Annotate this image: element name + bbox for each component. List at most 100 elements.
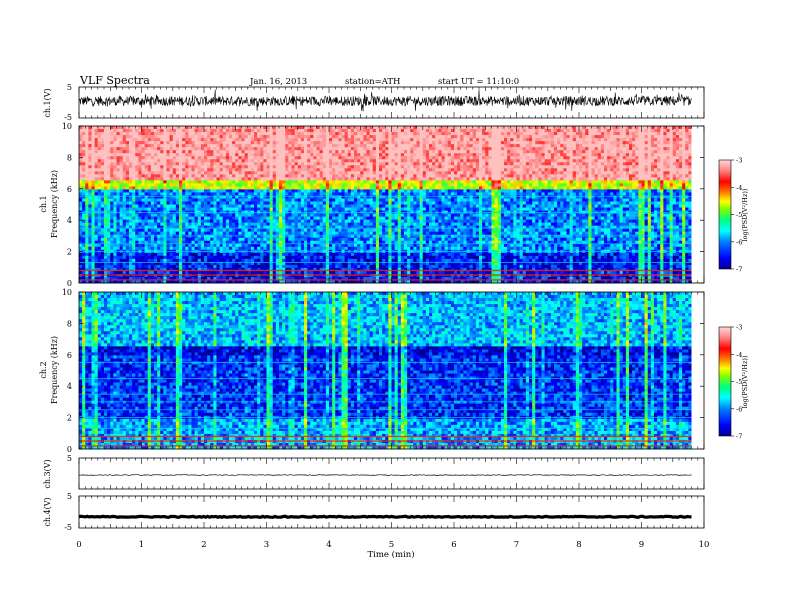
spectrogram-cell [332, 201, 336, 205]
spectrogram-cell [338, 240, 342, 245]
spectrogram-cell [147, 270, 152, 275]
spectrogram-cell [288, 264, 292, 269]
spectrogram-cell [213, 213, 217, 217]
spectrogram-cell [297, 135, 302, 139]
spectrogram-cell [85, 264, 89, 269]
spectrogram-cell [166, 189, 171, 193]
spectrogram-cell [100, 159, 105, 163]
spectrogram-cell [88, 132, 92, 136]
spectrogram-cell [335, 234, 339, 239]
spectrogram-cell [275, 258, 280, 263]
spectrogram-cell [272, 228, 277, 233]
spectrogram-cell [135, 153, 139, 157]
spectrogram-cell [316, 186, 321, 190]
spectrogram-cell [166, 234, 171, 239]
spectrogram-cell [157, 261, 161, 266]
spectrogram-cell [157, 270, 161, 275]
spectrogram-cell [194, 270, 199, 275]
spectrogram-cell [322, 147, 327, 151]
spectrogram-cell [354, 138, 358, 142]
spectrogram-cell [275, 243, 280, 248]
spectrogram-cell [310, 216, 314, 220]
spectrogram-cell [263, 231, 267, 236]
spectrogram-cell [166, 129, 171, 133]
spectrogram-cell [132, 267, 136, 272]
spectrogram-cell [316, 144, 321, 148]
spectrogram-cell [263, 135, 267, 139]
spectrogram-cell [135, 174, 139, 178]
spectrogram-cell [304, 219, 308, 224]
spectrogram-cell [213, 204, 217, 208]
spectrogram-cell [347, 189, 352, 193]
spectrogram-cell [260, 183, 264, 187]
spectrogram-cell [232, 147, 236, 151]
spectrogram-cell [113, 213, 117, 217]
spectrogram-cell [310, 171, 314, 175]
spectrogram-cell [147, 234, 152, 239]
spectrogram-cell [335, 153, 339, 157]
spectrogram-cell [175, 240, 180, 245]
spectrogram-cell [250, 276, 255, 281]
spectrogram-cell [150, 267, 155, 272]
spectrogram-cell [132, 192, 136, 196]
spectrogram-cell [325, 276, 330, 281]
spectrogram-cell [257, 126, 261, 130]
spectrogram-cell [100, 240, 105, 245]
spectrogram-cell [344, 258, 349, 263]
spectrogram-cell [200, 201, 205, 205]
spectrogram-cell [332, 129, 336, 133]
spectrogram-cell [257, 195, 261, 199]
spectrogram-cell [313, 147, 317, 151]
spectrogram-cell [222, 138, 227, 142]
spectrogram-cell [175, 138, 180, 142]
spectrogram-cell [269, 198, 274, 202]
spectrogram-cell [363, 216, 367, 220]
spectrogram-cell [244, 258, 249, 263]
spectrogram-cell [325, 204, 330, 208]
spectrogram-cell [200, 267, 205, 272]
spectrogram-cell [107, 279, 111, 284]
spectrogram-cell [332, 183, 336, 187]
spectrogram-cell [91, 138, 96, 142]
spectrogram-cell [104, 171, 108, 175]
spectrogram-cell [332, 246, 336, 251]
spectrogram-cell [297, 270, 302, 275]
spectrogram-cell [179, 213, 183, 217]
spectrogram-cell [107, 267, 111, 272]
spectrogram-cell [297, 207, 302, 211]
spectrogram-cell [347, 150, 352, 154]
spectrogram-cell [135, 228, 139, 233]
spectrogram-cell [235, 165, 239, 169]
spectrogram-cell [232, 198, 236, 202]
spectrogram-cell [357, 261, 361, 266]
spectrogram-cell [350, 126, 355, 130]
spectrogram-cell [254, 171, 258, 175]
spectrogram-cell [132, 195, 136, 199]
spectrogram-cell [363, 165, 367, 169]
spectrogram-cell [235, 183, 239, 187]
spectrogram-cell [241, 225, 246, 230]
spectrogram-cell [129, 183, 133, 187]
spectrogram-cell [144, 141, 149, 145]
spectrogram-cell [310, 174, 314, 178]
spectrogram-cell [254, 252, 258, 257]
spectrogram-cell [210, 141, 214, 145]
spectrogram-cell [279, 255, 283, 260]
spectrogram-cell [297, 156, 302, 160]
spectrogram-cell [113, 135, 117, 139]
spectrogram-cell [197, 159, 202, 163]
spectrogram-cell [94, 198, 99, 202]
spectrogram-cell [325, 222, 330, 227]
spectrogram-cell [291, 201, 296, 205]
spectrogram-cell [147, 129, 152, 133]
spectrogram-cell [310, 186, 314, 190]
spectrogram-cell [175, 144, 180, 148]
spectrogram-cell [135, 252, 139, 257]
spectrogram-cell [241, 240, 246, 245]
spectrogram-cell [269, 237, 274, 242]
spectrogram-cell [147, 201, 152, 205]
spectrogram-cell [300, 222, 305, 227]
spectrogram-cell [357, 135, 361, 139]
spectrogram-cell [360, 159, 364, 163]
spectrogram-cell [329, 141, 333, 145]
